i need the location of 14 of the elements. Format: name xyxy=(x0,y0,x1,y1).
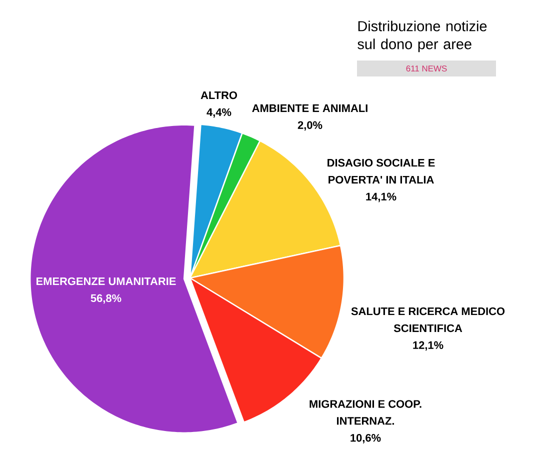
slice-label: AMBIENTE E ANIMALI xyxy=(252,104,368,112)
slice-label: EMERGENZE UMANITARIE xyxy=(36,277,176,286)
data-label: 4,4% xyxy=(206,108,232,118)
slice-label: DISAGIO SOCIALE E POVERTA' IN ITALIA xyxy=(328,158,435,184)
data-label: 2,0% xyxy=(298,121,322,131)
data-label: 14,1% xyxy=(366,192,396,202)
slice-label: MIGRAZIONI E COOP. INTERNAZ. xyxy=(310,400,422,425)
data-label: 56,8% xyxy=(90,294,122,304)
data-label: 10,6% xyxy=(350,434,381,444)
data-label: 12,1% xyxy=(413,341,444,351)
chart-title: Distribuzione notizie sul dono per aree xyxy=(358,20,487,52)
slice-label: ALTRO xyxy=(200,91,238,100)
chart-subtitle: 611 NEWS xyxy=(406,66,447,72)
slice-label: SALUTE E RICERCA MEDICO SCIENTIFICA xyxy=(351,307,505,332)
